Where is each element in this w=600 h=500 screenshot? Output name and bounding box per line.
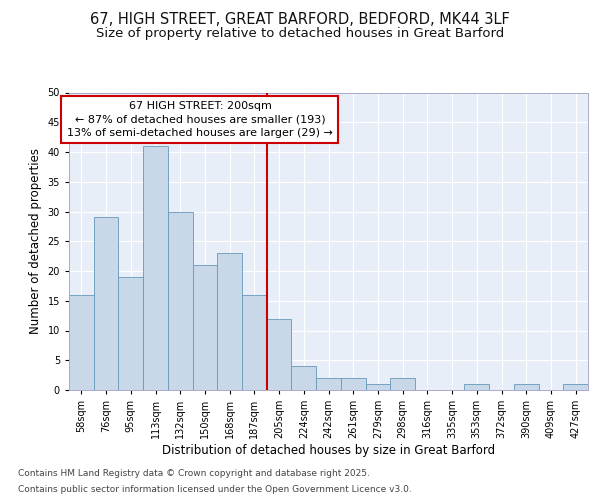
Text: 67 HIGH STREET: 200sqm
← 87% of detached houses are smaller (193)
13% of semi-de: 67 HIGH STREET: 200sqm ← 87% of detached… bbox=[67, 102, 333, 138]
Bar bbox=[464, 384, 489, 390]
Bar bbox=[390, 378, 415, 390]
Bar bbox=[514, 384, 539, 390]
Bar bbox=[267, 318, 292, 390]
Bar bbox=[193, 265, 217, 390]
Bar bbox=[316, 378, 341, 390]
Bar bbox=[69, 295, 94, 390]
Text: Contains HM Land Registry data © Crown copyright and database right 2025.: Contains HM Land Registry data © Crown c… bbox=[18, 468, 370, 477]
Text: Size of property relative to detached houses in Great Barford: Size of property relative to detached ho… bbox=[96, 28, 504, 40]
Bar bbox=[341, 378, 365, 390]
X-axis label: Distribution of detached houses by size in Great Barford: Distribution of detached houses by size … bbox=[162, 444, 495, 457]
Bar bbox=[118, 277, 143, 390]
Bar bbox=[168, 212, 193, 390]
Bar bbox=[143, 146, 168, 390]
Text: Contains public sector information licensed under the Open Government Licence v3: Contains public sector information licen… bbox=[18, 485, 412, 494]
Bar bbox=[242, 295, 267, 390]
Bar bbox=[365, 384, 390, 390]
Bar bbox=[217, 253, 242, 390]
Bar bbox=[94, 218, 118, 390]
Y-axis label: Number of detached properties: Number of detached properties bbox=[29, 148, 42, 334]
Bar bbox=[563, 384, 588, 390]
Bar bbox=[292, 366, 316, 390]
Text: 67, HIGH STREET, GREAT BARFORD, BEDFORD, MK44 3LF: 67, HIGH STREET, GREAT BARFORD, BEDFORD,… bbox=[90, 12, 510, 28]
